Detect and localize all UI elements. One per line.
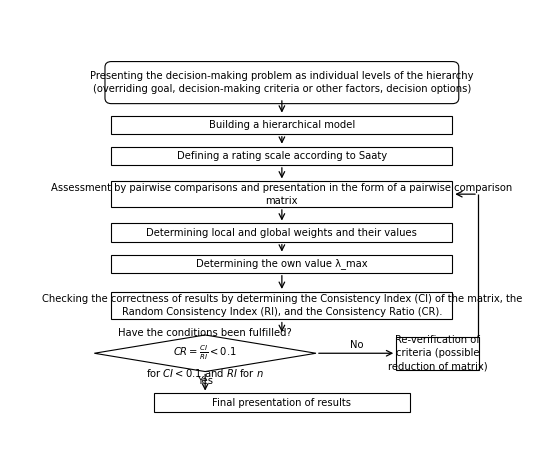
- FancyBboxPatch shape: [154, 393, 410, 412]
- FancyBboxPatch shape: [111, 147, 452, 165]
- FancyBboxPatch shape: [111, 292, 452, 319]
- Text: Have the conditions been fulfilled?
$CR = \frac{CI}{RI} < 0.1$
for $CI < 0.1$ an: Have the conditions been fulfilled? $CR …: [118, 327, 292, 379]
- Polygon shape: [95, 335, 316, 371]
- Text: Assessment by pairwise comparisons and presentation in the form of a pairwise co: Assessment by pairwise comparisons and p…: [51, 182, 513, 206]
- Text: Final presentation of results: Final presentation of results: [212, 398, 351, 408]
- FancyBboxPatch shape: [111, 223, 452, 242]
- Text: Determining local and global weights and their values: Determining local and global weights and…: [146, 228, 417, 238]
- Text: Building a hierarchical model: Building a hierarchical model: [209, 120, 355, 130]
- FancyBboxPatch shape: [396, 337, 479, 370]
- FancyBboxPatch shape: [105, 62, 459, 104]
- Text: Checking the correctness of results by determining the Consistency Index (CI) of: Checking the correctness of results by d…: [42, 294, 522, 317]
- Text: Yes: Yes: [197, 376, 213, 386]
- Text: Defining a rating scale according to Saaty: Defining a rating scale according to Saa…: [177, 151, 387, 161]
- Text: No: No: [350, 340, 363, 350]
- Text: Presenting the decision-making problem as individual levels of the hierarchy
(ov: Presenting the decision-making problem a…: [90, 71, 474, 94]
- FancyBboxPatch shape: [111, 255, 452, 273]
- Text: Re-verification of
criteria (possible
reduction of matrix): Re-verification of criteria (possible re…: [388, 335, 487, 371]
- FancyBboxPatch shape: [111, 181, 452, 207]
- Text: Determining the own value λ_max: Determining the own value λ_max: [196, 258, 368, 269]
- FancyBboxPatch shape: [111, 115, 452, 134]
